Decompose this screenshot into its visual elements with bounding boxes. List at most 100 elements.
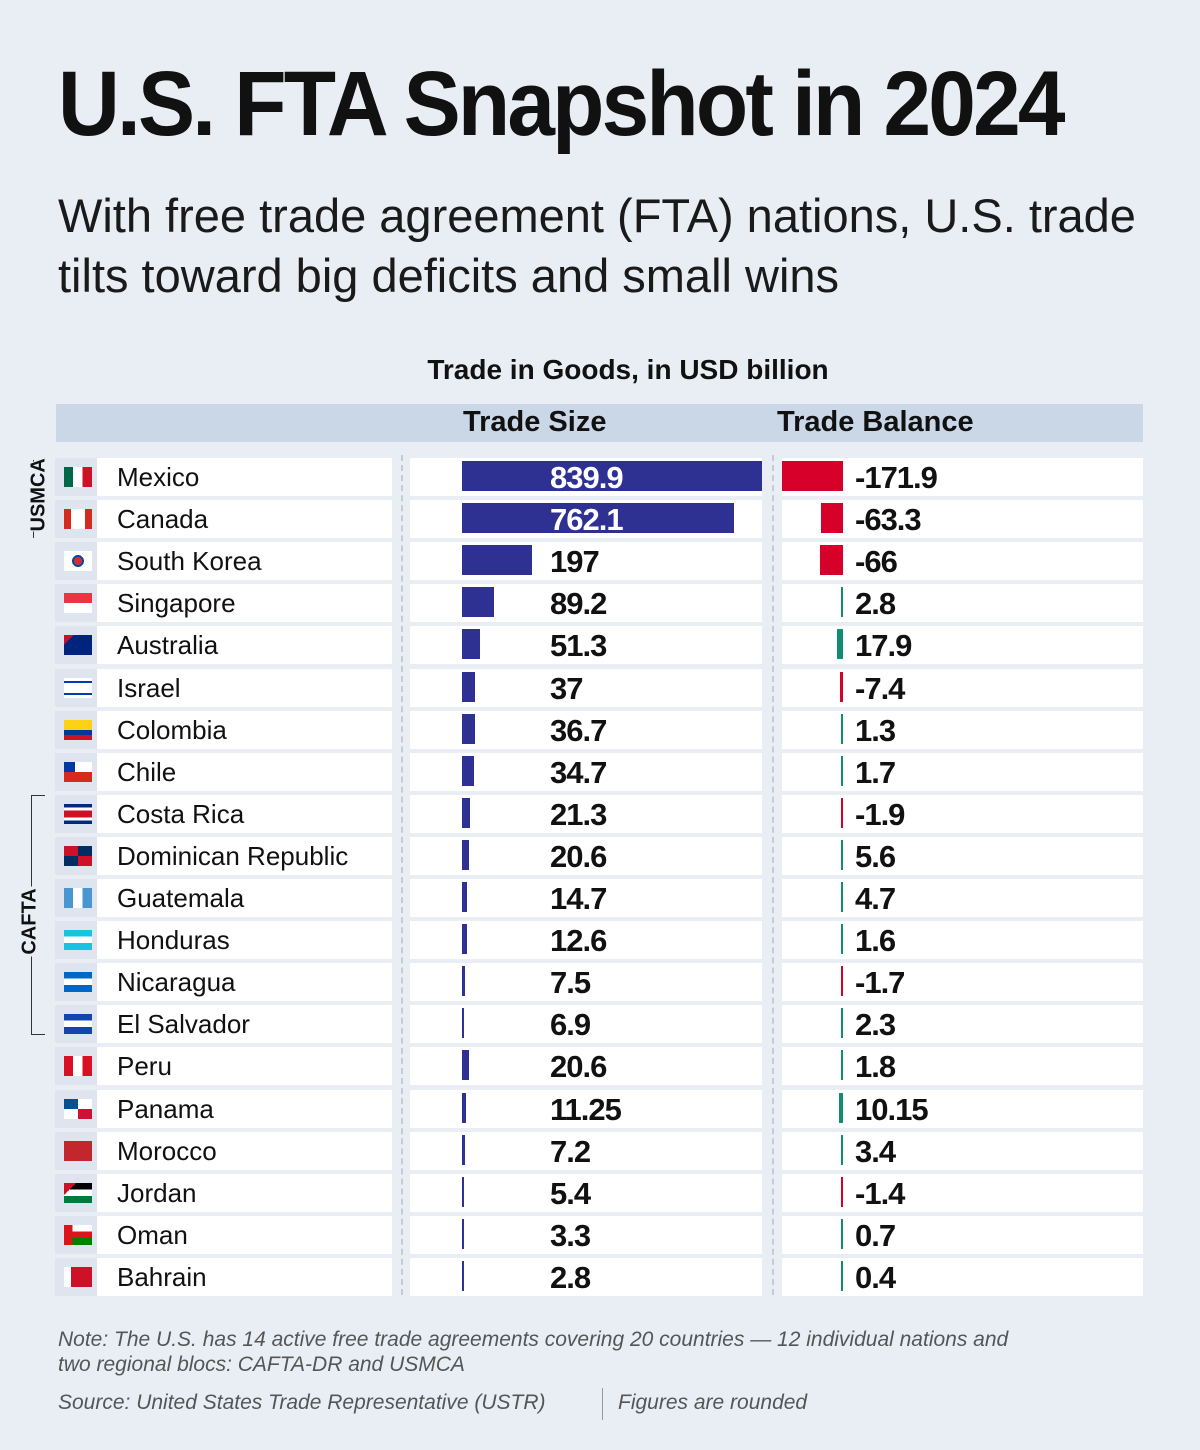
divider — [401, 455, 403, 1295]
country-name: Guatemala — [97, 879, 392, 917]
trade-balance-bar — [840, 671, 843, 702]
trade-balance-bar — [841, 1008, 843, 1039]
trade-balance-label: -1.7 — [855, 965, 905, 1001]
group-label-cafta: CAFTA — [10, 886, 50, 957]
trade-size-bar — [462, 1092, 467, 1123]
table-row: Singapore 89.2 2.8 — [55, 584, 1143, 623]
flag-icon — [64, 635, 92, 656]
flag-icon — [64, 1182, 92, 1203]
trade-size-bar — [462, 1008, 465, 1039]
table-row: Oman 3.3 0.7 — [55, 1215, 1143, 1254]
trade-size-cell: 197 — [410, 542, 762, 581]
flag-icon — [64, 1224, 92, 1245]
trade-size-cell: 839.9 — [410, 458, 762, 496]
table-row: Australia 51.3 17.9 — [55, 626, 1143, 665]
trade-size-bar — [462, 671, 476, 702]
country-name: Israel — [97, 668, 392, 707]
trade-size-cell: 762.1 — [410, 500, 762, 539]
country-name: Morocco — [97, 1131, 392, 1170]
trade-size-cell: 51.3 — [410, 626, 762, 665]
trade-size-label: 14.7 — [550, 881, 607, 916]
trade-balance-cell: 2.3 — [782, 1005, 1143, 1044]
trade-size-label: 6.9 — [550, 1007, 591, 1043]
trade-balance-label: 1.7 — [855, 754, 896, 790]
trade-balance-label: 17.9 — [855, 628, 912, 664]
trade-size-bar — [462, 629, 481, 660]
trade-balance-cell: -1.7 — [782, 963, 1143, 1002]
trade-balance-label: -63.3 — [855, 502, 922, 538]
trade-size-label: 36.7 — [550, 712, 607, 748]
trade-balance-bar — [841, 966, 843, 997]
flag-cell — [55, 1047, 97, 1086]
trade-balance-label: -1.4 — [855, 1175, 905, 1211]
country-name: Honduras — [97, 921, 392, 960]
trade-size-bar — [462, 587, 494, 618]
flag-cell — [55, 542, 97, 581]
trade-size-bar — [462, 1176, 464, 1207]
flag-cell — [55, 1173, 97, 1212]
flag-cell — [55, 500, 97, 539]
flag-icon — [64, 761, 92, 782]
flag-icon — [64, 803, 92, 824]
trade-balance-bar — [819, 545, 843, 576]
country-name: El Salvador — [97, 1005, 392, 1044]
flag-cell — [55, 1005, 97, 1044]
trade-balance-bar — [820, 503, 843, 534]
flag-icon — [64, 972, 92, 993]
footnote: Note: The U.S. has 14 active free trade … — [58, 1328, 1009, 1376]
trade-balance-label: 1.3 — [855, 712, 896, 748]
trade-balance-cell: 2.8 — [782, 584, 1143, 623]
divider — [772, 455, 774, 1295]
subtitle: With free trade agreement (FTA) nations,… — [58, 189, 1136, 302]
header-trade-balance: Trade Balance — [777, 406, 974, 438]
table-row: Honduras 12.6 1.6 — [55, 921, 1143, 960]
trade-size-bar — [462, 461, 762, 491]
trade-size-label: 34.7 — [550, 754, 607, 790]
trade-size-label: 20.6 — [550, 838, 607, 874]
trade-balance-cell: 10.15 — [782, 1089, 1143, 1128]
trade-size-cell: 12.6 — [410, 921, 762, 960]
country-name: South Korea — [97, 542, 392, 581]
flag-cell — [55, 668, 97, 707]
trade-balance-cell: -1.4 — [782, 1173, 1143, 1212]
table-row: Panama 11.25 10.15 — [55, 1089, 1143, 1128]
table-row: Canada 762.1 -63.3 — [55, 500, 1143, 539]
trade-size-bar — [462, 503, 735, 534]
trade-size-label: 197 — [550, 544, 600, 580]
trade-balance-cell: -171.9 — [782, 458, 1143, 496]
trade-size-bar — [462, 545, 533, 576]
flag-icon — [64, 845, 92, 866]
flag-icon — [64, 677, 92, 698]
trade-size-cell: 11.25 — [410, 1089, 762, 1128]
country-name: Mexico — [97, 458, 392, 496]
trade-balance-cell: -63.3 — [782, 500, 1143, 539]
table-row: Costa Rica 21.3 -1.9 — [55, 794, 1143, 833]
trade-balance-bar — [839, 1092, 843, 1123]
trade-size-label: 51.3 — [550, 628, 607, 664]
trade-balance-cell: -7.4 — [782, 668, 1143, 707]
trade-balance-cell: 4.7 — [782, 879, 1143, 917]
country-name: Peru — [97, 1047, 392, 1086]
country-name: Colombia — [97, 710, 392, 749]
flag-icon — [64, 509, 92, 530]
trade-size-cell: 21.3 — [410, 794, 762, 833]
trade-balance-bar — [841, 1176, 843, 1207]
table-row: El Salvador 6.9 2.3 — [55, 1005, 1143, 1044]
trade-size-bar — [462, 713, 476, 744]
country-name: Singapore — [97, 584, 392, 623]
source: Source: United States Trade Representati… — [58, 1391, 546, 1414]
trade-size-label: 5.4 — [550, 1175, 591, 1211]
flag-cell — [55, 921, 97, 960]
trade-size-label: 839.9 — [550, 460, 624, 495]
flag-cell — [55, 584, 97, 623]
table-row: Peru 20.6 1.8 — [55, 1047, 1143, 1086]
country-name: Panama — [97, 1089, 392, 1128]
trade-balance-label: 2.8 — [855, 586, 896, 622]
trade-balance-label: 5.6 — [855, 838, 896, 874]
trade-balance-label: 1.8 — [855, 1049, 896, 1085]
trade-balance-bar — [841, 1134, 843, 1165]
trade-size-cell: 20.6 — [410, 836, 762, 875]
trade-balance-label: 4.7 — [855, 881, 896, 916]
table-row: Jordan 5.4 -1.4 — [55, 1173, 1143, 1212]
flag-cell — [55, 1257, 97, 1296]
